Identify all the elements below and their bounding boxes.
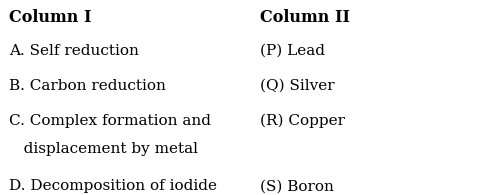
Text: Column I: Column I (9, 9, 92, 26)
Text: Column II: Column II (260, 9, 350, 26)
Text: C. Complex formation and: C. Complex formation and (9, 114, 211, 128)
Text: (S) Boron: (S) Boron (260, 179, 334, 193)
Text: A. Self reduction: A. Self reduction (9, 44, 139, 58)
Text: (Q) Silver: (Q) Silver (260, 79, 335, 93)
Text: D. Decomposition of iodide: D. Decomposition of iodide (9, 179, 217, 193)
Text: displacement by metal: displacement by metal (9, 142, 198, 156)
Text: B. Carbon reduction: B. Carbon reduction (9, 79, 166, 93)
Text: (R) Copper: (R) Copper (260, 114, 345, 129)
Text: (P) Lead: (P) Lead (260, 44, 325, 58)
